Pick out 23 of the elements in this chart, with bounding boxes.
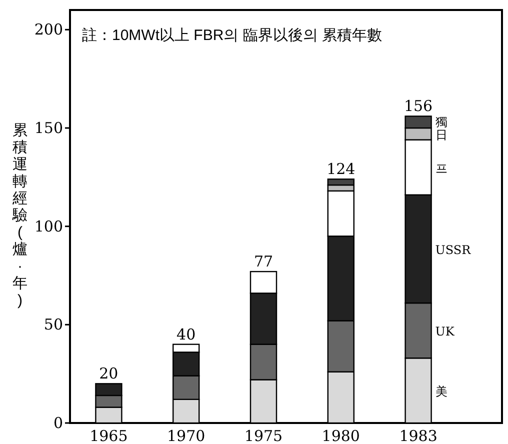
series-label: UK [435,324,456,339]
y-tick-label: 50 [44,316,63,334]
x-tick-label: 1970 [167,427,206,444]
series-label: 日 [435,128,448,142]
y-tick-label: 200 [34,20,63,39]
series-label: 獨 [435,114,448,129]
y-tick-label: 0 [53,414,63,432]
x-tick-label: 1980 [322,427,360,444]
x-tick-label: 1965 [90,427,128,444]
total-label: 20 [99,364,118,383]
y-tick-label: 150 [34,119,63,137]
y-tick-label: 100 [34,217,63,236]
x-tick-label: 1975 [244,427,283,444]
series-label: 美 [435,384,448,399]
text: 累積運轉經驗(爐·年) [12,122,28,309]
series-label: USSR [435,242,472,257]
total-label: 124 [326,160,356,178]
total-label: 77 [254,252,274,271]
series-label: 프 [435,161,448,176]
total-label: 40 [176,325,196,344]
total-label: 156 [404,97,433,116]
x-tick-label: 1983 [399,427,438,444]
annotation: 註：10MWt以上 FBR의 臨界以後의 累積年數 [82,27,382,44]
